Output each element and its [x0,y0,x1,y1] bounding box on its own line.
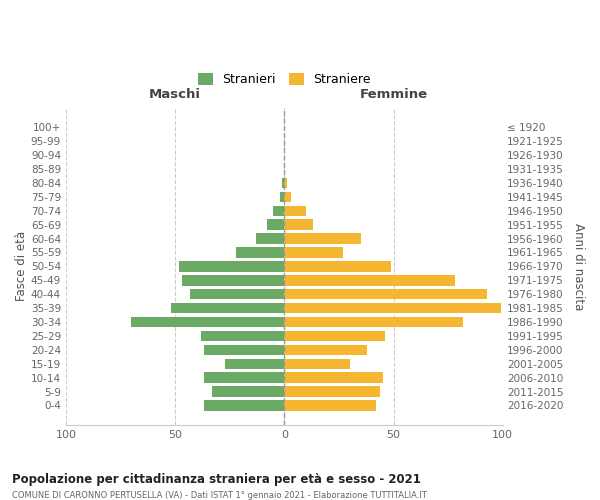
Bar [284,400,376,410]
Y-axis label: Anni di nascita: Anni di nascita [572,222,585,310]
Legend: Stranieri, Straniere: Stranieri, Straniere [194,70,375,90]
Bar [284,344,367,355]
Text: Maschi: Maschi [149,88,201,102]
Bar [284,386,380,397]
Bar [256,234,284,244]
Bar [203,400,284,410]
Bar [284,206,306,216]
Bar [280,192,284,202]
Bar [284,289,487,300]
Y-axis label: Fasce di età: Fasce di età [15,232,28,302]
Bar [131,317,284,327]
Bar [226,358,284,369]
Bar [284,220,313,230]
Text: Popolazione per cittadinanza straniera per età e sesso - 2021: Popolazione per cittadinanza straniera p… [12,472,421,486]
Bar [171,303,284,314]
Bar [284,234,361,244]
Bar [179,261,284,272]
Bar [284,372,383,383]
Bar [182,275,284,285]
Bar [212,386,284,397]
Bar [203,344,284,355]
Bar [284,178,287,188]
Text: Femmine: Femmine [359,88,428,102]
Bar [284,192,291,202]
Bar [203,372,284,383]
Text: COMUNE DI CARONNO PERTUSELLA (VA) - Dati ISTAT 1° gennaio 2021 - Elaborazione TU: COMUNE DI CARONNO PERTUSELLA (VA) - Dati… [12,491,427,500]
Bar [284,261,391,272]
Bar [274,206,284,216]
Bar [284,303,500,314]
Bar [236,248,284,258]
Bar [284,248,343,258]
Bar [282,178,284,188]
Bar [284,275,455,285]
Bar [284,317,463,327]
Bar [284,358,350,369]
Bar [284,330,385,341]
Bar [190,289,284,300]
Bar [202,330,284,341]
Bar [267,220,284,230]
